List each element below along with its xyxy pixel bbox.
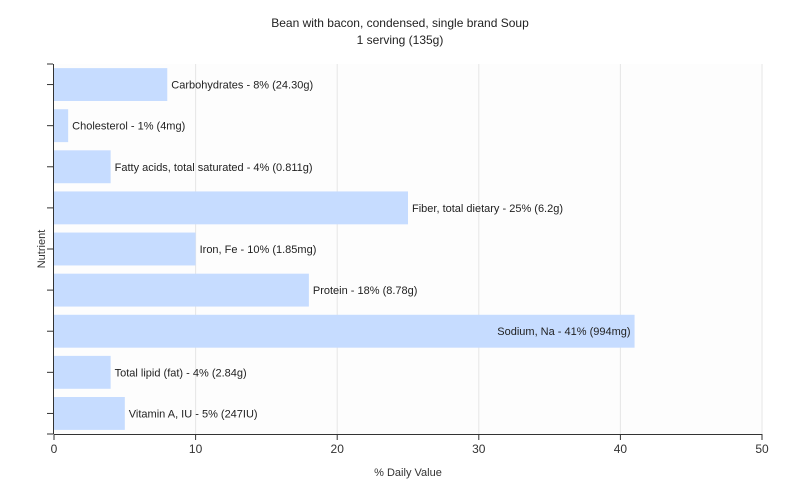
bar [54,355,111,389]
bar [54,314,635,348]
bar-label: Protein - 18% (8.78g) [313,285,418,297]
x-tick-label: 20 [331,442,345,456]
x-tick-label: 50 [755,442,769,456]
x-tick-label: 40 [614,442,628,456]
y-axis-title: Nutrient [36,230,48,269]
bar-label: Iron, Fe - 10% (1.85mg) [200,244,317,256]
bar-label: Fiber, total dietary - 25% (6.2g) [412,203,563,215]
bar [54,232,196,266]
bar [54,191,408,225]
bar [54,68,168,101]
x-tick-label: 10 [189,442,203,456]
bar-label: Carbohydrates - 8% (24.30g) [171,80,313,92]
x-tick-label: 0 [51,442,58,456]
bar [54,273,309,307]
bar [54,397,125,430]
chart-subtitle: 1 serving (135g) [357,33,444,47]
x-tick-label: 30 [472,442,486,456]
bar [54,150,111,184]
bar [54,109,69,143]
bar-label: Fatty acids, total saturated - 4% (0.811… [115,162,313,174]
bar-label: Cholesterol - 1% (4mg) [72,121,185,133]
axes: 0 10 20 30 40 50 [47,63,769,456]
bar-label: Sodium, Na - 41% (994mg) [497,326,630,338]
bar-labels: Carbohydrates - 8% (24.30g) Cholesterol -… [72,80,630,421]
x-axis-title: % Daily Value [374,467,442,479]
bars [54,68,635,430]
bar-label: Vitamin A, IU - 5% (247IU) [129,408,258,420]
chart-title: Bean with bacon, condensed, single brand… [271,16,529,30]
bar-label: Total lipid (fat) - 4% (2.84g) [115,367,247,379]
